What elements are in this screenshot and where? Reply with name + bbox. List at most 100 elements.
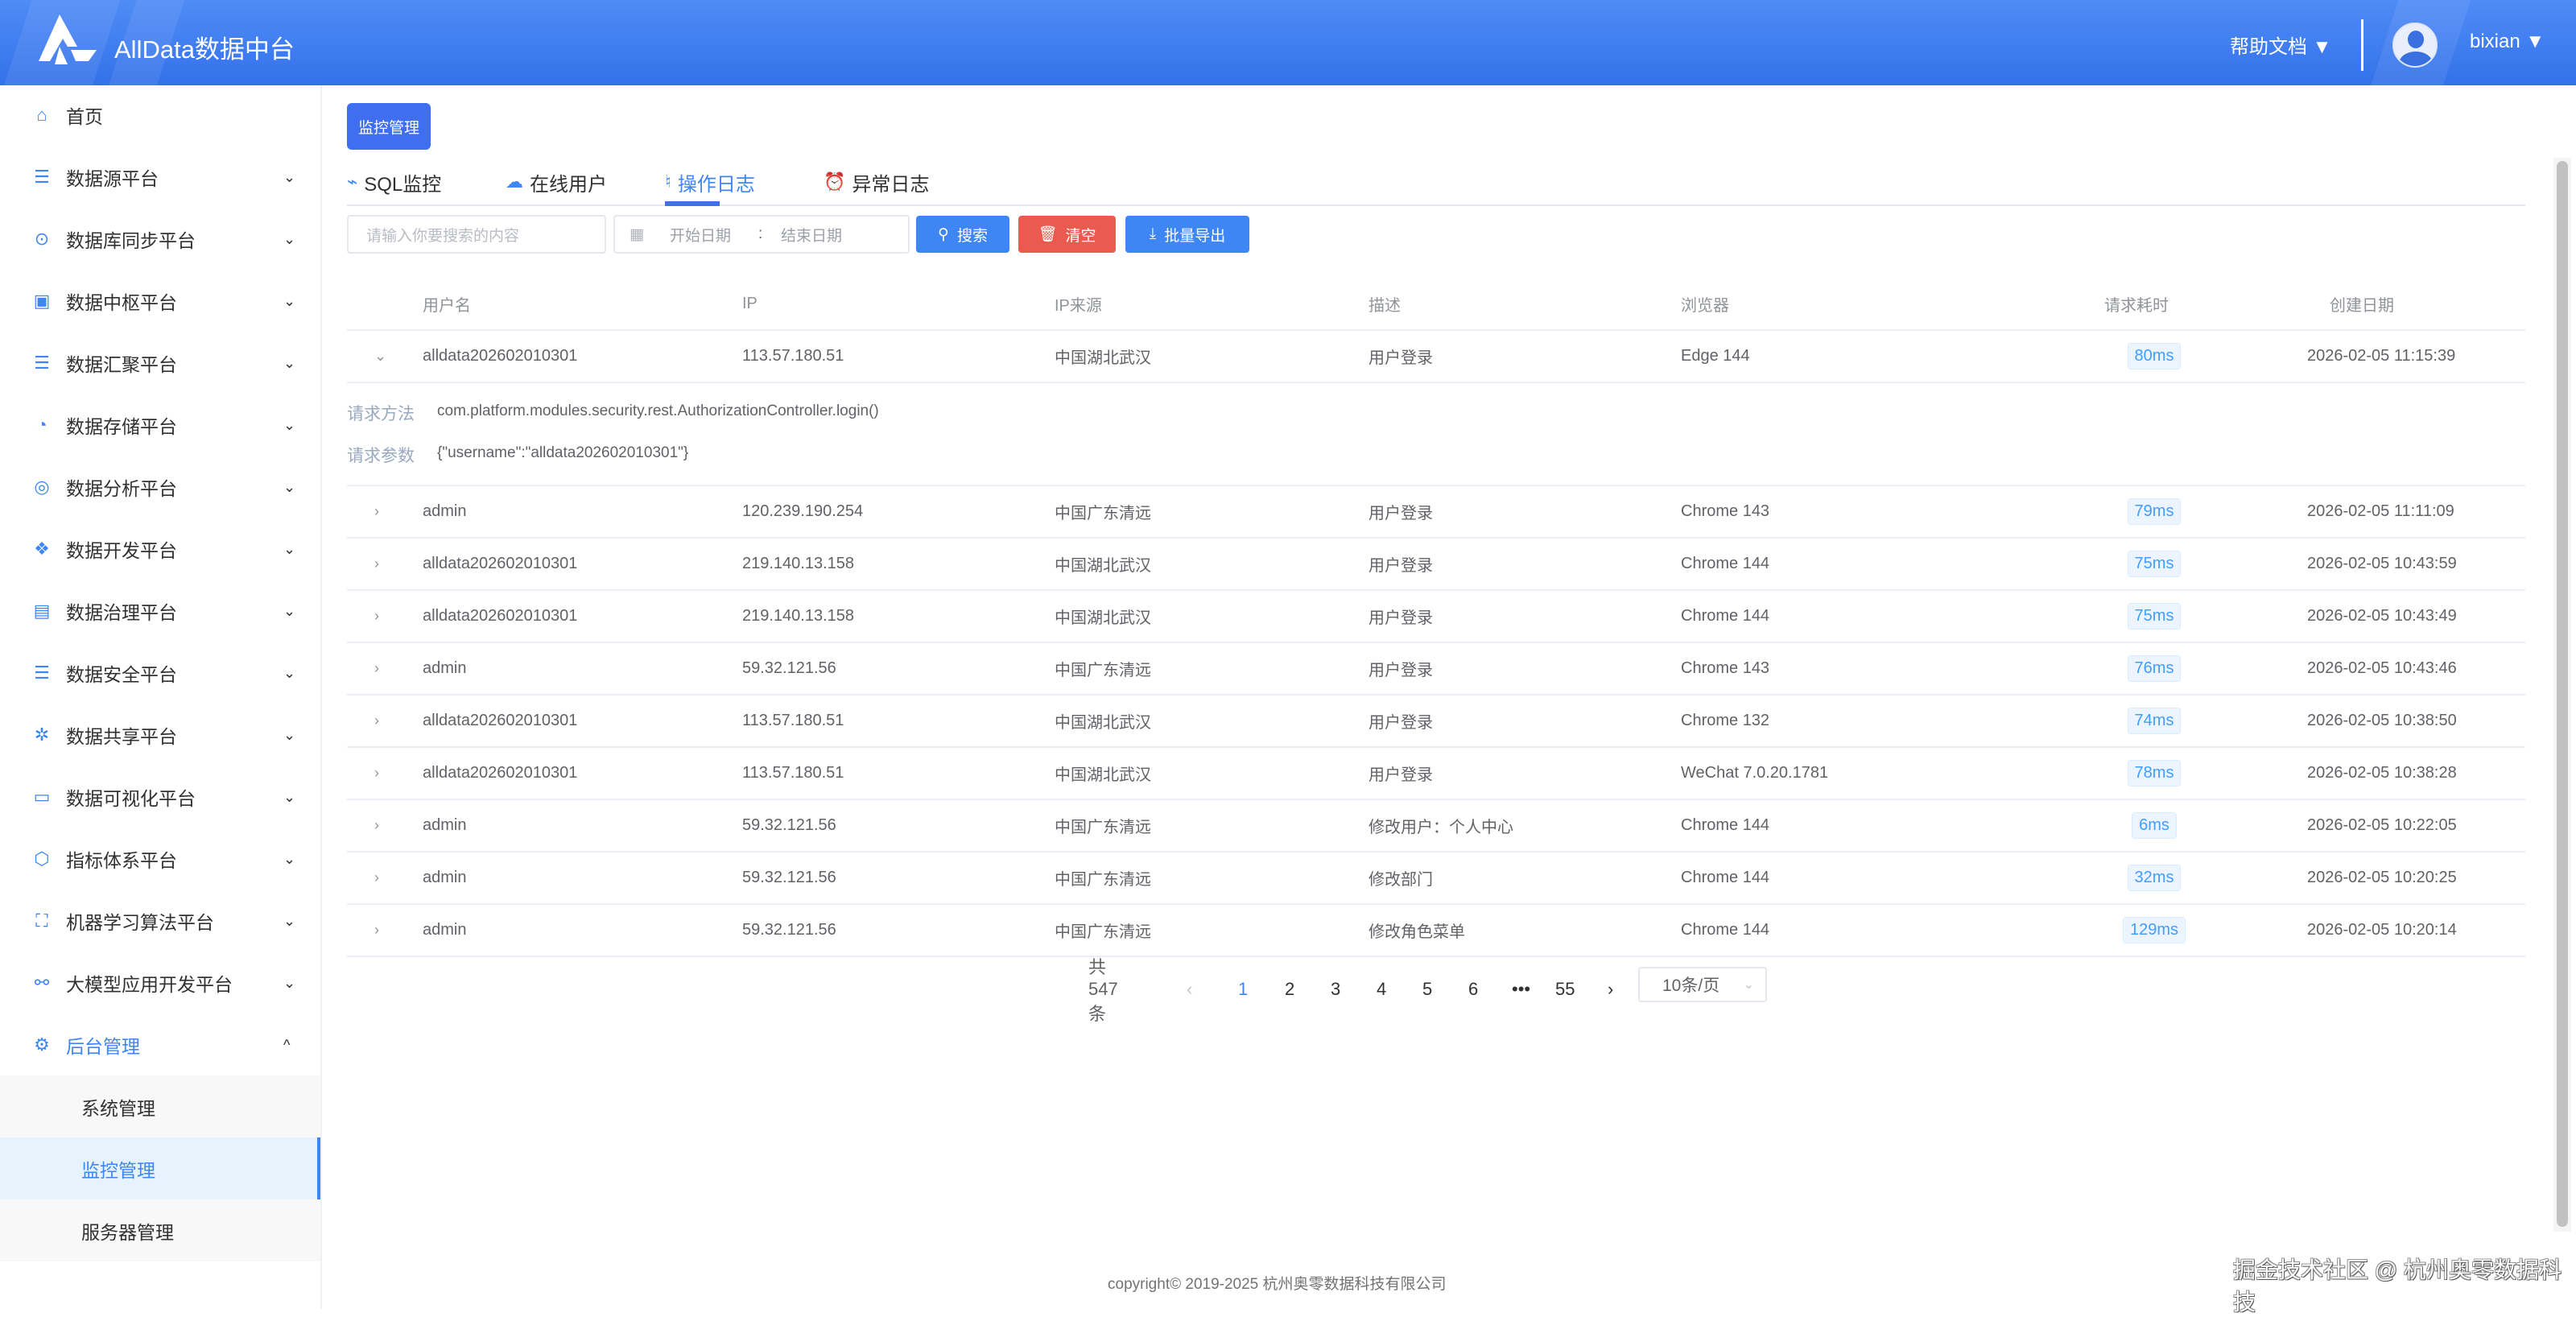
page-number[interactable]: 6 [1468, 979, 1479, 999]
calendar-icon: ▦ [630, 225, 644, 243]
table-row[interactable]: › admin 59.32.121.56 中国广东清远 用户登录 Chrome 143 76… [347, 643, 2525, 696]
tab-label: 操作日志 [677, 173, 755, 196]
sidebar-item[interactable]: ▣ 数据中枢平台 ⌄ [0, 272, 320, 330]
sidebar-item[interactable]: ✲ 数据共享平台 ⌄ [0, 706, 320, 764]
column-header[interactable]: IP [742, 294, 758, 312]
column-header[interactable]: 浏览器 [1681, 296, 1729, 315]
column-header[interactable]: 请求耗时 [2104, 296, 2169, 315]
page-size-select[interactable]: 10条/页 ⌄ [1638, 967, 1767, 1002]
column-header[interactable]: IP来源 [1055, 296, 1102, 315]
table-row[interactable]: › admin 59.32.121.56 中国广东清远 修改部门 Chrome 144 32… [347, 853, 2525, 905]
tab-label: 异常日志 [852, 173, 930, 196]
chevron-right-icon[interactable]: › [374, 608, 379, 624]
page-number[interactable]: 3 [1331, 979, 1341, 999]
column-header[interactable]: 创建日期 [2330, 296, 2394, 315]
chevron-right-icon[interactable]: › [374, 503, 379, 519]
sidebar-item[interactable]: ◔ 数据存储平台 ⌄ [0, 396, 320, 454]
search-button[interactable]: ⚲ 搜索 [916, 216, 1009, 253]
sidebar-item[interactable]: ▤ 数据治理平台 ⌄ [0, 582, 320, 640]
monitor-management-button[interactable]: 监控管理 [347, 103, 431, 150]
page-number[interactable]: 1 [1238, 979, 1249, 999]
table-row[interactable]: ⌄ alldata202602010301 113.57.180.51 中国湖北武汉 用… [347, 331, 2525, 383]
prev-page-button[interactable]: ‹ [1187, 979, 1193, 999]
avatar[interactable] [2392, 23, 2438, 68]
log-icon: ♮ [665, 171, 671, 192]
sidebar-item[interactable]: ⚙ 后台管理 ^ [0, 1016, 320, 1074]
cell-date: 2026-02-05 10:20:14 [2307, 921, 2457, 939]
sidebar-item[interactable]: ⬡ 指标体系平台 ⌄ [0, 830, 320, 888]
sidebar-subitem[interactable]: 系统管理 [0, 1075, 320, 1137]
page-number[interactable]: 4 [1377, 979, 1387, 999]
chevron-right-icon[interactable]: › [374, 817, 379, 833]
chevron-up-icon: ^ [283, 1036, 291, 1053]
sidebar-item[interactable]: ⚯ 大模型应用开发平台 ⌄ [0, 954, 320, 1012]
chevron-right-icon[interactable]: › [374, 660, 379, 676]
scrollbar-thumb[interactable] [2557, 161, 2568, 1227]
tab-exception-log[interactable]: ⏰ 异常日志 [824, 166, 929, 198]
tab-operation-log[interactable]: ♮ 操作日志 [665, 166, 755, 198]
page-number[interactable]: 55 [1555, 979, 1575, 999]
chevron-down-icon: ⌄ [283, 912, 296, 929]
page-number[interactable]: 5 [1422, 979, 1433, 999]
cell-browser: Chrome 144 [1681, 607, 1770, 625]
search-icon: ⚲ [938, 225, 949, 243]
chevron-right-icon[interactable]: › [374, 712, 379, 729]
table-row[interactable]: › admin 120.239.190.254 中国广东清远 用户登录 Chrome 14… [347, 486, 2525, 539]
cloud-icon: ☁ [506, 171, 523, 192]
scrollbar[interactable] [2553, 158, 2571, 1232]
tab-online-users[interactable]: ☁ 在线用户 [506, 166, 607, 198]
sidebar-item[interactable]: ▭ 数据可视化平台 ⌄ [0, 768, 320, 826]
sidebar-item[interactable]: ⛶ 机器学习算法平台 ⌄ [0, 892, 320, 950]
alldata-logo-icon [39, 14, 97, 64]
active-tab-indicator [665, 201, 720, 206]
date-range-picker[interactable]: ▦ 开始日期 : 结束日期 [613, 215, 910, 254]
cell-date: 2026-02-05 11:11:09 [2307, 502, 2454, 520]
tab-sql-monitor[interactable]: ⌁ SQL监控 [347, 166, 441, 198]
chevron-right-icon[interactable]: › [374, 555, 379, 572]
button-label: 搜索 [956, 227, 988, 245]
export-button[interactable]: ⤓ 批量导出 [1125, 216, 1249, 253]
table-row[interactable]: › alldata202602010301 219.140.13.158 中国湖北武汉… [347, 539, 2525, 591]
cell-user: alldata202602010301 [423, 347, 578, 365]
clear-button[interactable]: 🗑 清空 [1018, 216, 1116, 253]
table-row[interactable]: › admin 59.32.121.56 中国广东清远 修改用户：个人中心 Chrome … [347, 800, 2525, 853]
column-header[interactable]: 用户名 [423, 296, 471, 315]
sidebar-subitem[interactable]: 服务器管理 [0, 1199, 320, 1261]
help-docs-dropdown[interactable]: 帮助文档 ▼ [2230, 36, 2332, 58]
table-row[interactable]: › alldata202602010301 219.140.13.158 中国湖北武汉… [347, 591, 2525, 643]
end-date-input[interactable]: 结束日期 [781, 227, 843, 245]
sidebar-item[interactable]: ⌂ 首页 [0, 86, 320, 144]
chevron-right-icon[interactable]: › [374, 869, 379, 886]
cell-date: 2026-02-05 10:20:25 [2307, 869, 2457, 886]
sidebar-item[interactable]: ◎ 数据分析平台 ⌄ [0, 458, 320, 516]
page-number[interactable]: ••• [1512, 979, 1531, 999]
chevron-right-icon[interactable]: › [374, 765, 379, 781]
sidebar-item-label: 数据可视化平台 [66, 788, 196, 809]
chevron-down-icon[interactable]: ⌄ [374, 348, 387, 364]
table-row[interactable]: › alldata202602010301 113.57.180.51 中国湖北武汉 用… [347, 748, 2525, 800]
chevron-right-icon[interactable]: › [374, 922, 379, 938]
sidebar-item[interactable]: ☰ 数据安全平台 ⌄ [0, 644, 320, 702]
network-icon: ⚯ [34, 972, 50, 993]
cell-source: 中国广东清远 [1055, 871, 1151, 889]
start-date-input[interactable]: 开始日期 [670, 227, 732, 245]
sidebar-item[interactable]: ☰ 数据汇聚平台 ⌄ [0, 334, 320, 392]
sidebar-item[interactable]: ☰ 数据源平台 ⌄ [0, 148, 320, 206]
page-number[interactable]: 2 [1285, 979, 1295, 999]
next-page-button[interactable]: › [1608, 979, 1614, 999]
sidebar-item[interactable]: ⊙ 数据库同步平台 ⌄ [0, 210, 320, 268]
sidebar-subitem[interactable]: 监控管理 [0, 1137, 320, 1199]
sidebar: ⌂ 首页 ☰ 数据源平台 ⌄ ⊙ 数据库同步平台 ⌄ ▣ 数据中枢平台 ⌄ ☰ … [0, 85, 322, 1309]
table-row[interactable]: › admin 59.32.121.56 中国广东清远 修改角色菜单 Chrome 144… [347, 905, 2525, 957]
database-icon: ☰ [34, 663, 50, 683]
table-header: 用户名 IP IP来源 描述 浏览器 请求耗时 创建日期 [347, 278, 2525, 331]
column-header[interactable]: 描述 [1368, 296, 1401, 315]
cell-source: 中国湖北武汉 [1055, 714, 1151, 732]
table-row[interactable]: › alldata202602010301 113.57.180.51 中国湖北武汉 用… [347, 696, 2525, 748]
chevron-down-icon: ⌄ [283, 416, 296, 433]
user-menu-dropdown[interactable]: bixian ▼ [2470, 31, 2545, 52]
sidebar-item[interactable]: ❖ 数据开发平台 ⌄ [0, 520, 320, 578]
home-icon: ⌂ [36, 105, 47, 125]
cell-ip: 120.239.190.254 [742, 502, 864, 520]
search-input[interactable]: 请输入你要搜索的内容 [347, 215, 606, 254]
